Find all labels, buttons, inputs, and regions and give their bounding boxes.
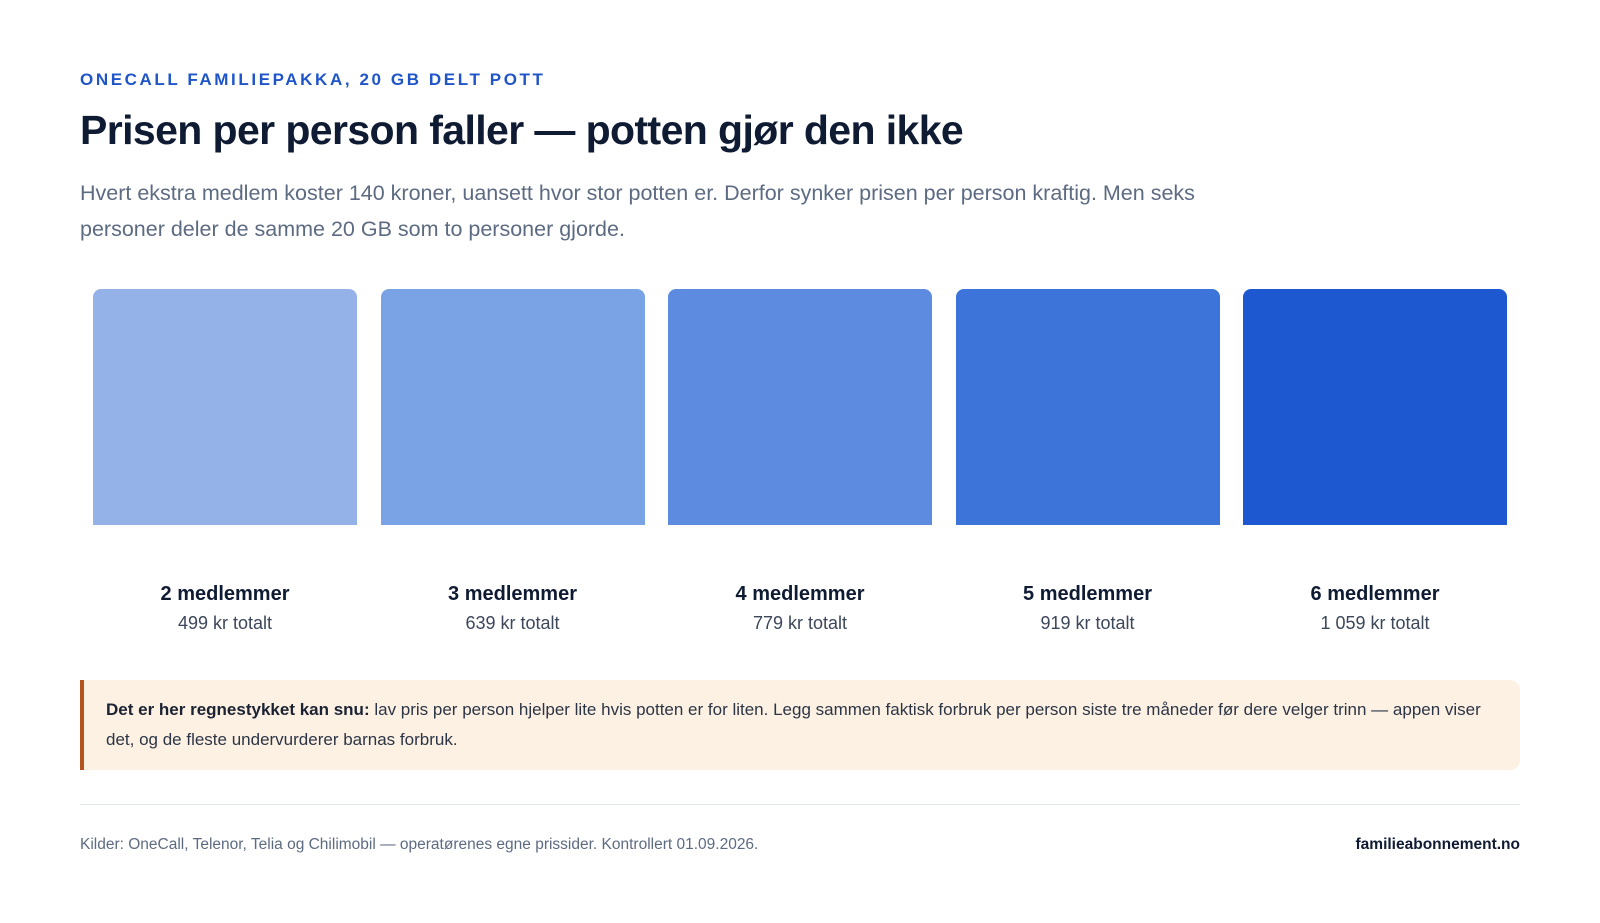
site-name: familieabonnement.no bbox=[1355, 836, 1521, 853]
category-label: 3 medlemmer bbox=[448, 583, 577, 605]
total-label: 639 kr totalt bbox=[465, 613, 560, 633]
footer-divider bbox=[80, 804, 1520, 805]
bar bbox=[955, 289, 1220, 525]
callout-box: Det er her regnestykket kan snu: lav pri… bbox=[80, 680, 1520, 770]
total-label: 919 kr totalt bbox=[1040, 613, 1135, 633]
category-label: 4 medlemmer bbox=[735, 583, 865, 605]
category-label: 2 medlemmer bbox=[160, 583, 290, 605]
category-label: 5 medlemmer bbox=[1023, 583, 1152, 605]
total-label: 779 kr totalt bbox=[752, 613, 848, 633]
bar bbox=[380, 289, 645, 525]
bar bbox=[1243, 289, 1507, 525]
bar bbox=[93, 289, 357, 525]
category-label: 6 medlemmer bbox=[1310, 583, 1440, 605]
callout-text: lav pris per person hjelper lite hvis po… bbox=[106, 700, 1481, 749]
page-subtitle: Hvert ekstra medlem koster 140 kroner, u… bbox=[80, 181, 1195, 241]
source-note: Kilder: OneCall, Telenor, Telia og Chili… bbox=[80, 836, 759, 853]
total-label: 1 059 kr totalt bbox=[1320, 613, 1430, 633]
callout-lead: Det er her regnestykket kan snu: bbox=[106, 700, 370, 719]
total-label: 499 kr totalt bbox=[177, 613, 273, 633]
eyebrow-label: ONECALL FAMILIEPAKKA, 20 GB DELT POTT bbox=[80, 70, 546, 89]
page-title: Prisen per person faller — potten gjør d… bbox=[80, 107, 964, 153]
bar bbox=[668, 289, 932, 525]
